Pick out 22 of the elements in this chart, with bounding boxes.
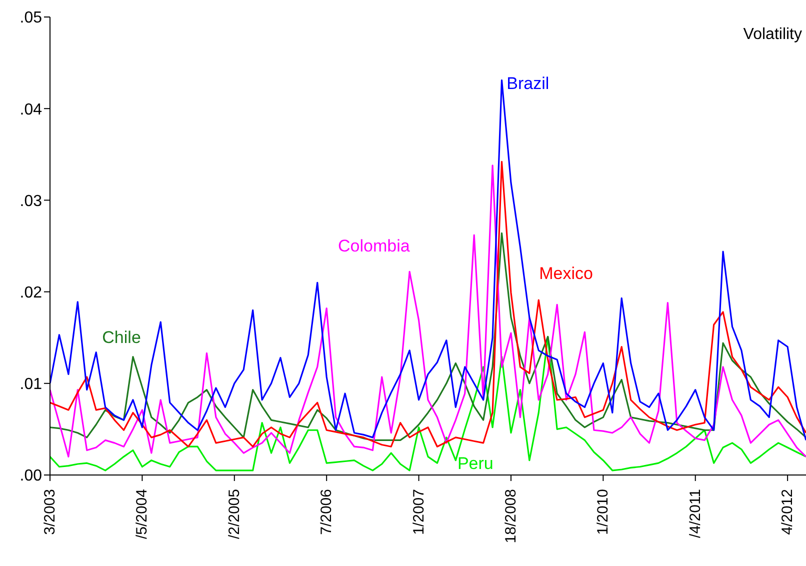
series-label: Chile [102,328,141,348]
x-tick-label: /5/2004 [134,489,151,540]
x-tick-label: 4/2012 [779,489,796,535]
x-tick-label: 18/2008 [502,489,520,544]
line-series [50,232,806,441]
series-label: Peru [457,454,494,474]
x-tick-label: 3/2003 [42,489,58,535]
x-tick-label: 1/2010 [594,489,612,535]
x-tick-label: /4/2011 [686,489,704,538]
y-tick-label: .00 [20,468,42,485]
x-tick-label: 1/2007 [410,489,428,535]
series-label: Brazil [506,74,550,93]
y-tick-label: .01 [20,376,42,394]
x-tick-label: 7/2006 [318,489,336,535]
y-tick-label: .05 [20,10,42,27]
y-tick-label: .04 [20,101,42,118]
annotation: Volatility [743,26,802,43]
series-label: Colombia [338,236,410,256]
series-label: Mexico [539,264,593,283]
x-tick-label: /2/2005 [226,489,243,540]
y-tick-label: .03 [20,192,42,210]
y-tick-label: .02 [20,284,42,302]
